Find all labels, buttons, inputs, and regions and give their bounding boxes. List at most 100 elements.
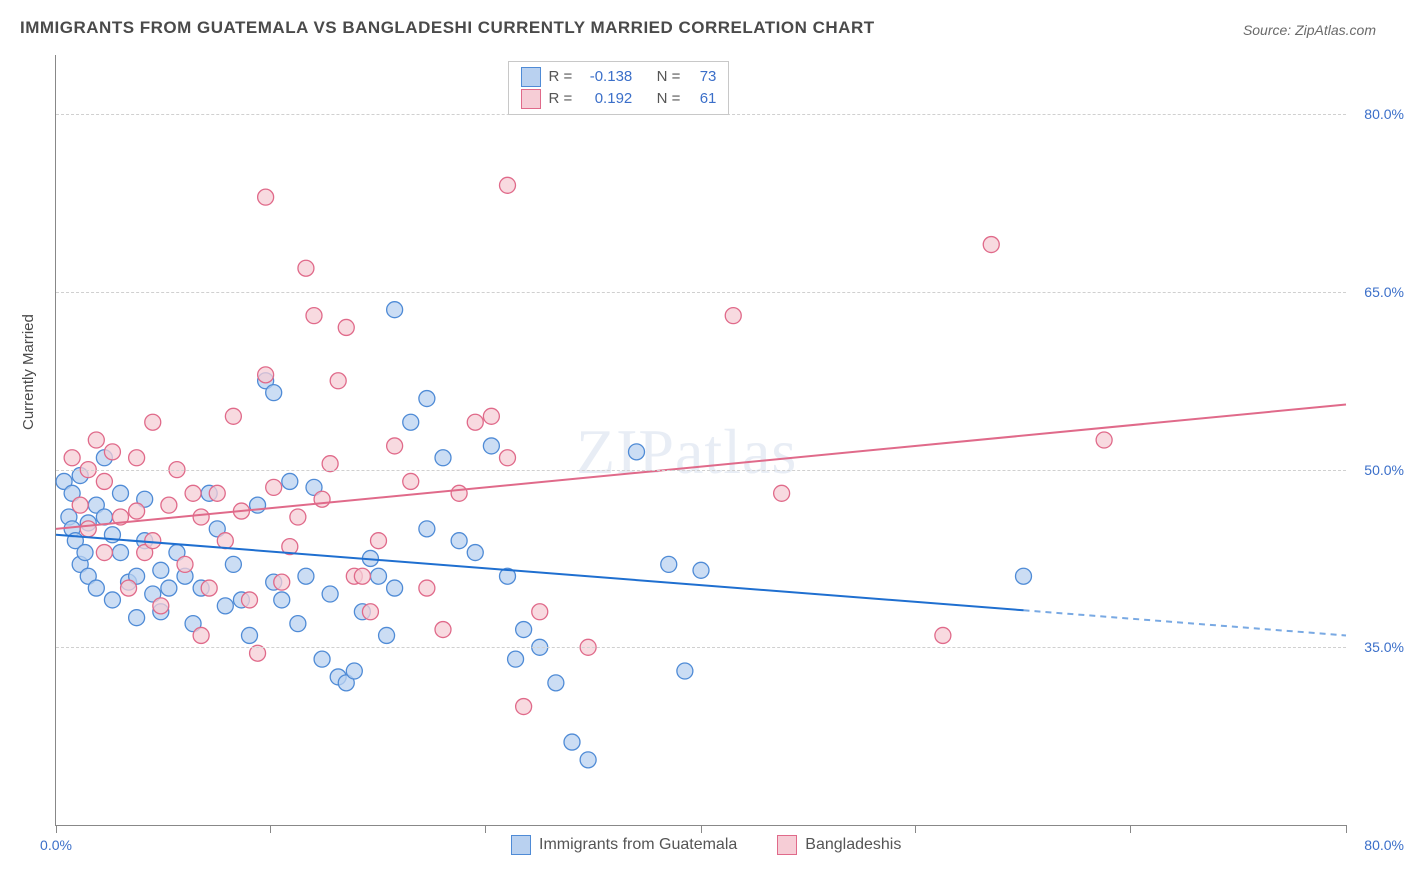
data-point (121, 580, 137, 596)
data-point (516, 699, 532, 715)
data-point (96, 473, 112, 489)
legend-series: Immigrants from Guatemala Bangladeshis (511, 835, 901, 855)
data-point (266, 479, 282, 495)
legend-swatch (521, 67, 541, 87)
gridline (56, 292, 1346, 293)
data-point (258, 367, 274, 383)
data-point (500, 450, 516, 466)
trend-line (56, 535, 1024, 611)
data-point (371, 533, 387, 549)
data-point (467, 414, 483, 430)
data-point (371, 568, 387, 584)
data-point (177, 556, 193, 572)
ytick-label: 35.0% (1364, 639, 1404, 655)
xtick (1346, 825, 1347, 833)
data-point (104, 592, 120, 608)
xtick (485, 825, 486, 833)
data-point (290, 616, 306, 632)
ytick-label: 50.0% (1364, 462, 1404, 478)
data-point (153, 598, 169, 614)
data-point (314, 651, 330, 667)
data-point (145, 533, 161, 549)
data-point (72, 497, 88, 513)
legend-item: Bangladeshis (777, 835, 901, 855)
legend-item: Immigrants from Guatemala (511, 835, 737, 855)
data-point (1096, 432, 1112, 448)
data-point (242, 592, 258, 608)
data-point (129, 450, 145, 466)
data-point (983, 237, 999, 253)
data-point (548, 675, 564, 691)
xtick (56, 825, 57, 833)
data-point (330, 373, 346, 389)
data-point (209, 485, 225, 501)
legend-stats: R =-0.138 N =73R =0.192 N =61 (508, 61, 730, 115)
xtick (915, 825, 916, 833)
data-point (113, 485, 129, 501)
data-point (88, 580, 104, 596)
legend-row: R =-0.138 N =73 (521, 66, 717, 88)
data-point (290, 509, 306, 525)
legend-swatch (521, 89, 541, 109)
legend-label: Bangladeshis (805, 836, 901, 854)
data-point (403, 414, 419, 430)
data-point (725, 308, 741, 324)
data-point (387, 580, 403, 596)
data-point (580, 752, 596, 768)
data-point (306, 308, 322, 324)
data-point (362, 604, 378, 620)
data-point (77, 545, 93, 561)
data-point (193, 627, 209, 643)
chart-area: ZIPatlas 35.0%50.0%65.0%80.0%0.0%80.0%R … (55, 55, 1346, 826)
data-point (113, 545, 129, 561)
data-point (145, 414, 161, 430)
data-point (629, 444, 645, 460)
data-point (379, 627, 395, 643)
data-point (161, 580, 177, 596)
data-point (298, 260, 314, 276)
data-point (403, 473, 419, 489)
data-point (693, 562, 709, 578)
data-point (129, 503, 145, 519)
data-point (225, 408, 241, 424)
data-point (258, 189, 274, 205)
data-point (274, 574, 290, 590)
data-point (564, 734, 580, 750)
data-point (96, 509, 112, 525)
data-point (153, 562, 169, 578)
ytick-label: 80.0% (1364, 106, 1404, 122)
data-point (387, 302, 403, 318)
trend-line (56, 404, 1346, 528)
data-point (129, 610, 145, 626)
data-point (161, 497, 177, 513)
gridline (56, 647, 1346, 648)
legend-swatch (511, 835, 531, 855)
data-point (677, 663, 693, 679)
plot-svg (56, 55, 1346, 825)
data-point (419, 580, 435, 596)
data-point (88, 432, 104, 448)
data-point (508, 651, 524, 667)
xtick (701, 825, 702, 833)
xtick-label: 80.0% (1364, 837, 1404, 853)
data-point (435, 450, 451, 466)
data-point (185, 485, 201, 501)
source-label: Source: ZipAtlas.com (1243, 22, 1376, 38)
data-point (96, 545, 112, 561)
data-point (338, 319, 354, 335)
data-point (201, 580, 217, 596)
data-point (419, 391, 435, 407)
gridline (56, 470, 1346, 471)
legend-label: Immigrants from Guatemala (539, 836, 737, 854)
data-point (500, 177, 516, 193)
data-point (322, 586, 338, 602)
trend-line-dashed (1024, 610, 1347, 635)
data-point (1016, 568, 1032, 584)
data-point (282, 473, 298, 489)
legend-swatch (777, 835, 797, 855)
data-point (242, 627, 258, 643)
data-point (346, 663, 362, 679)
data-point (274, 592, 290, 608)
data-point (419, 521, 435, 537)
data-point (104, 444, 120, 460)
